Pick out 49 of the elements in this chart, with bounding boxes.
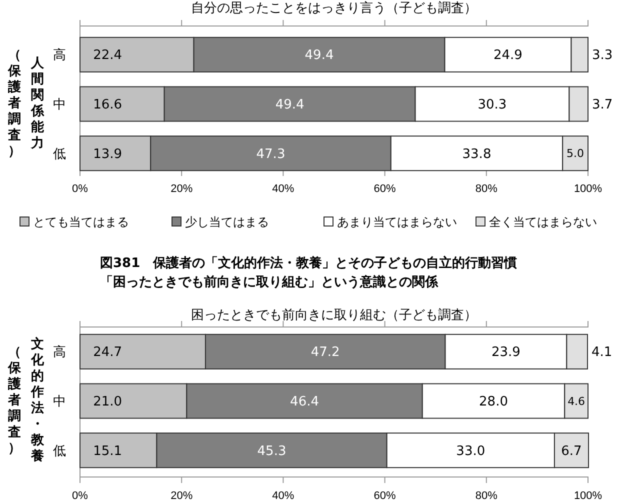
- data-label: 23.9: [491, 345, 520, 360]
- category-label: 低: [53, 444, 66, 459]
- category-label: 中: [53, 98, 66, 113]
- data-label: 28.0: [479, 394, 508, 410]
- category-label: 高: [53, 48, 66, 64]
- x-tick-label: 40%: [272, 183, 294, 196]
- data-label: 47.2: [310, 345, 340, 360]
- x-tick-label: 100%: [574, 183, 602, 196]
- data-label: 45.3: [257, 444, 286, 459]
- category-label: 低: [53, 146, 66, 162]
- chart-title: 自分の思ったことをはっきり言う（子ども調査）: [191, 0, 477, 16]
- data-label: 24.9: [494, 48, 522, 64]
- legend-label: あまり当てはまらない: [337, 215, 457, 230]
- x-tick-label: 60%: [374, 183, 396, 196]
- data-label: 24.7: [93, 345, 122, 360]
- x-tick-label: 80%: [475, 183, 498, 196]
- data-label: 3.7: [592, 98, 613, 113]
- data-label: 46.4: [290, 394, 320, 410]
- data-label: 21.0: [93, 394, 122, 410]
- data-label: 16.6: [93, 98, 122, 113]
- chart-title: 図381 保護者の「文化的作法・教養」とその子どもの自立的行動習慣「困ったときでも前向きに取り組む」という意識との関係: [100, 255, 518, 290]
- data-label: 49.4: [304, 48, 334, 64]
- data-label: 13.9: [93, 146, 122, 162]
- category-label: 中: [53, 394, 66, 410]
- data-label: 33.0: [456, 444, 486, 459]
- x-tick-label: 0%: [72, 183, 88, 196]
- x-tick-label: 60%: [374, 490, 396, 501]
- data-label: 30.3: [478, 98, 507, 113]
- data-label: 33.8: [462, 146, 492, 162]
- legend-label: 全く当てはまらない: [489, 215, 597, 230]
- data-label: 4.6: [568, 394, 586, 408]
- legend-label: とても当てはまる: [33, 215, 129, 230]
- x-tick-label: 100%: [574, 490, 602, 501]
- x-tick-label: 0%: [72, 490, 88, 501]
- data-label: 4.1: [591, 345, 612, 360]
- x-tick-label: 20%: [170, 490, 193, 501]
- data-label: 3.3: [592, 48, 613, 64]
- data-label: 5.0: [566, 147, 584, 160]
- category-label: 高: [53, 345, 66, 360]
- chart-subtitle: 困ったときでも前向きに取り組む（子ども調査）: [191, 308, 477, 323]
- legend-label: 少し当てはまる: [185, 215, 269, 230]
- data-label: 6.7: [561, 444, 582, 459]
- data-label: 22.4: [93, 48, 122, 64]
- x-tick-label: 20%: [170, 183, 193, 196]
- x-tick-label: 80%: [475, 490, 498, 501]
- data-label: 47.3: [256, 146, 286, 162]
- data-label: 15.1: [93, 444, 122, 459]
- data-label: 49.4: [275, 98, 304, 113]
- x-tick-label: 40%: [272, 490, 294, 501]
